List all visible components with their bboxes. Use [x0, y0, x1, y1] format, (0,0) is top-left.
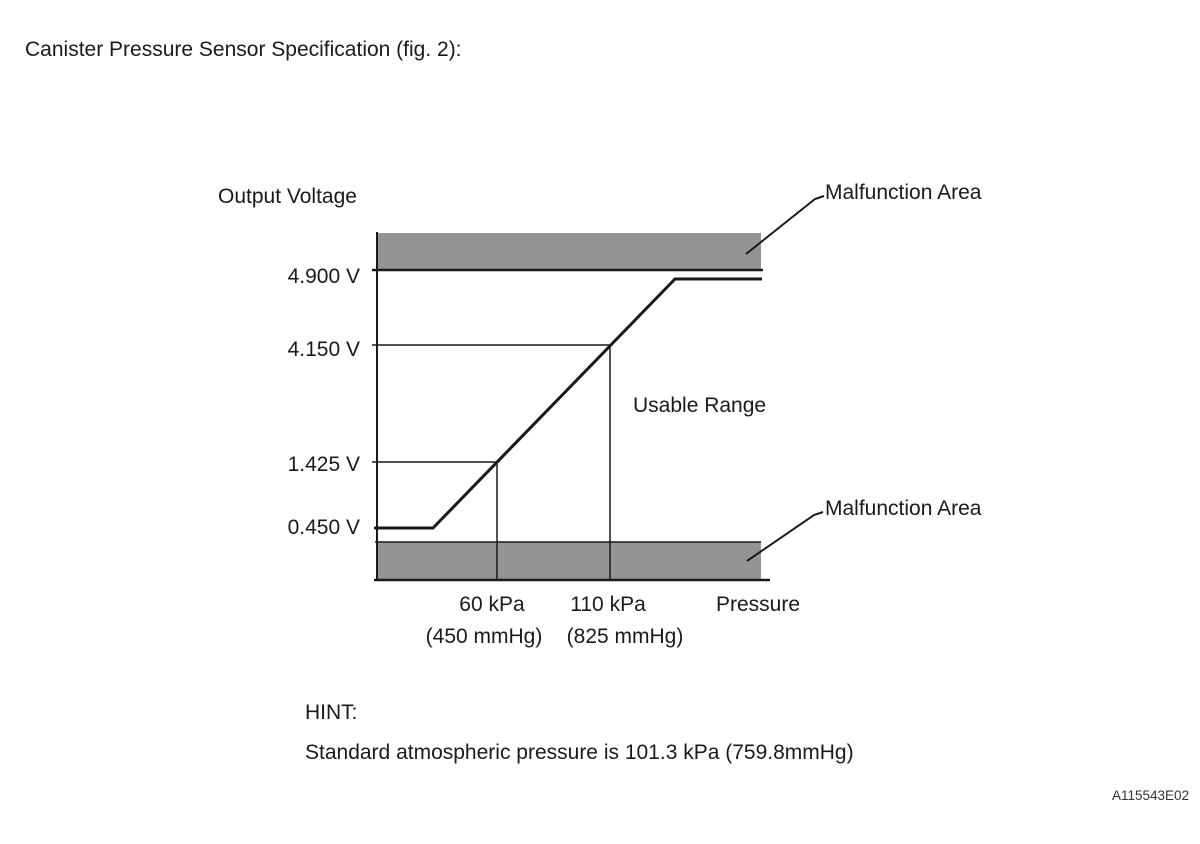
usable-range-label: Usable Range — [633, 394, 767, 417]
y-tick-0450: 0.450 V — [287, 516, 360, 539]
y-axis-title: Output Voltage — [218, 185, 357, 208]
malfunction-band-bottom — [377, 542, 761, 579]
y-tick-4900: 4.900 V — [287, 265, 360, 288]
x-axis-title: Pressure — [715, 593, 801, 616]
x-tick-825mmhg: (825 mmHg) — [566, 625, 684, 648]
x-tick-450mmhg: (450 mmHg) — [425, 625, 543, 648]
hint-body: Standard atmospheric pressure is 101.3 k… — [305, 741, 854, 764]
sensor-output-curve — [374, 277, 762, 530]
leader-line-malfunction-bottom — [746, 511, 824, 562]
leader-line-malfunction-top — [745, 195, 825, 255]
malfunction-area-label-top: Malfunction Area — [825, 181, 982, 204]
y-tick-1425: 1.425 V — [287, 453, 360, 476]
page-title: Canister Pressure Sensor Specification (… — [25, 38, 462, 61]
malfunction-band-top — [377, 233, 761, 270]
x-tick-60kpa: 60 kPa — [459, 593, 525, 616]
y-tick-4150: 4.150 V — [287, 338, 360, 361]
figure-code: A115543E02 — [1112, 788, 1190, 803]
malfunction-area-label-bottom: Malfunction Area — [825, 497, 982, 520]
hint-heading: HINT: — [305, 701, 358, 724]
x-tick-110kpa: 110 kPa — [570, 593, 646, 616]
